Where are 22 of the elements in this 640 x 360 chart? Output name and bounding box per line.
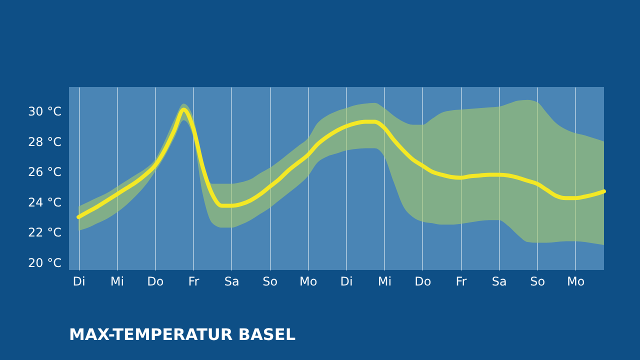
y-tick-label: 30 °C: [28, 104, 62, 119]
x-tick-label: Sa: [492, 274, 507, 288]
x-tick-label: Do: [147, 274, 164, 288]
x-tick-label: Fr: [456, 274, 467, 288]
x-tick-label: Di: [340, 274, 353, 288]
line-series: [76, 108, 606, 220]
x-tick-label: Fr: [188, 274, 200, 288]
x-tick-label: Mi: [378, 274, 392, 288]
text: MAX-TEMPERATUR BASEL: [69, 325, 296, 344]
x-tick-label: Sa: [224, 274, 240, 288]
y-tick-label: 26 °C: [28, 165, 62, 180]
x-tick-label: Di: [72, 274, 86, 288]
x-tick-label: Do: [414, 274, 432, 288]
y-tick-label: 24 °C: [28, 195, 62, 210]
x-tick-label: Mo: [299, 274, 318, 288]
x-tick-label: Mo: [566, 274, 585, 288]
y-tick-label: 20 °C: [28, 256, 62, 270]
y-tick-label: 22 °C: [28, 226, 62, 240]
x-tick-label: So: [530, 274, 546, 288]
y-tick-label: 28 °C: [28, 134, 62, 149]
x-tick-label: Mi: [110, 274, 124, 288]
x-tick-label: So: [262, 274, 278, 288]
